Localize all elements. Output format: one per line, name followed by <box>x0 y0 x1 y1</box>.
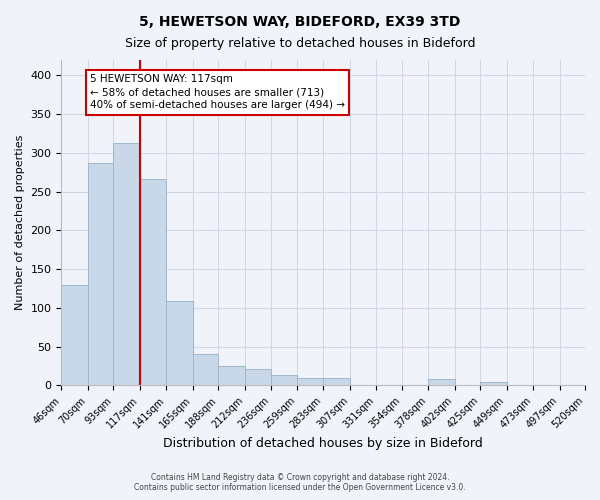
Bar <box>61 284 88 386</box>
Text: Contains HM Land Registry data © Crown copyright and database right 2024.
Contai: Contains HM Land Registry data © Crown c… <box>134 473 466 492</box>
X-axis label: Distribution of detached houses by size in Bideford: Distribution of detached houses by size … <box>163 437 483 450</box>
Bar <box>323 378 350 386</box>
Bar <box>218 366 245 386</box>
Bar <box>271 374 296 386</box>
Bar <box>140 178 166 386</box>
Bar <box>428 379 455 386</box>
Bar <box>88 163 113 386</box>
Y-axis label: Number of detached properties: Number of detached properties <box>15 135 25 310</box>
Bar <box>245 369 271 386</box>
Text: 5, HEWETSON WAY, BIDEFORD, EX39 3TD: 5, HEWETSON WAY, BIDEFORD, EX39 3TD <box>139 15 461 29</box>
Bar <box>480 382 506 386</box>
Bar <box>113 143 140 386</box>
Text: 5 HEWETSON WAY: 117sqm
← 58% of detached houses are smaller (713)
40% of semi-de: 5 HEWETSON WAY: 117sqm ← 58% of detached… <box>90 74 345 110</box>
Bar <box>296 378 323 386</box>
Bar <box>166 301 193 386</box>
Text: Size of property relative to detached houses in Bideford: Size of property relative to detached ho… <box>125 38 475 51</box>
Bar <box>193 354 218 386</box>
